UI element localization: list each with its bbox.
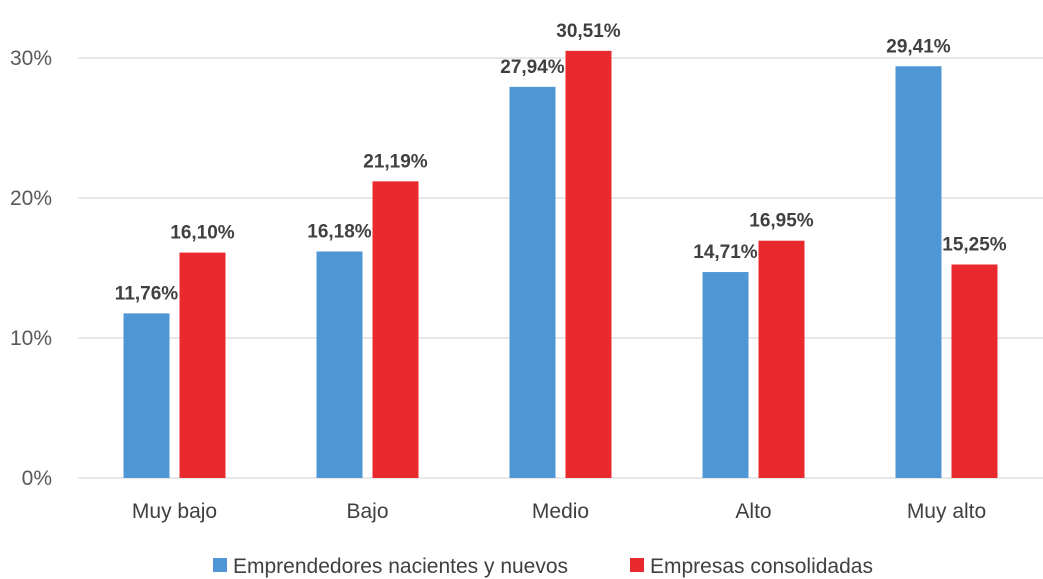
data-label: 16,18% xyxy=(307,221,372,242)
legend-label: Empresas consolidadas xyxy=(650,555,873,578)
bar-emprendedores xyxy=(509,86,556,478)
bar-emprendedores xyxy=(316,251,363,478)
data-label: 15,25% xyxy=(942,235,1007,256)
bar-empresas xyxy=(951,264,998,478)
data-label: 29,41% xyxy=(886,36,951,57)
bar-emprendedores xyxy=(702,272,749,478)
legend: Emprendedores nacientes y nuevos Empresas… xyxy=(213,555,873,578)
data-label: 21,19% xyxy=(363,151,428,172)
bar-empresas xyxy=(565,50,612,479)
data-label: 14,71% xyxy=(693,242,758,263)
bar-emprendedores xyxy=(895,66,942,478)
x-tick-label: Medio xyxy=(532,500,589,523)
data-label: 16,10% xyxy=(170,223,235,244)
y-axis-ticks: 0% 10% 20% 30% xyxy=(10,47,52,490)
y-tick-label: 30% xyxy=(10,47,52,70)
x-tick-label: Alto xyxy=(735,500,771,523)
x-tick-label: Muy alto xyxy=(907,500,986,523)
bar-empresas xyxy=(179,252,226,478)
legend-swatch xyxy=(213,558,227,572)
data-label: 30,51% xyxy=(556,21,621,42)
x-axis-categories: Muy bajo Bajo Medio Alto Muy alto xyxy=(132,500,986,523)
y-tick-label: 0% xyxy=(22,467,52,490)
bar-empresas xyxy=(372,181,419,478)
y-tick-label: 20% xyxy=(10,187,52,210)
x-tick-label: Bajo xyxy=(346,500,388,523)
bars xyxy=(123,50,998,479)
data-label: 27,94% xyxy=(500,57,565,78)
gridlines xyxy=(78,57,1043,479)
data-labels: 11,76% 16,10% 16,18% 21,19% 27,94% 30,51% 14,7… xyxy=(115,21,1007,304)
data-label: 16,95% xyxy=(749,211,814,232)
bar-emprendedores xyxy=(123,313,170,478)
legend-swatch xyxy=(630,558,644,572)
x-tick-label: Muy bajo xyxy=(132,500,217,523)
data-label: 11,76% xyxy=(115,283,178,304)
legend-label: Emprendedores nacientes y nuevos xyxy=(233,555,568,578)
y-tick-label: 10% xyxy=(10,327,52,350)
bar-empresas xyxy=(758,240,805,478)
